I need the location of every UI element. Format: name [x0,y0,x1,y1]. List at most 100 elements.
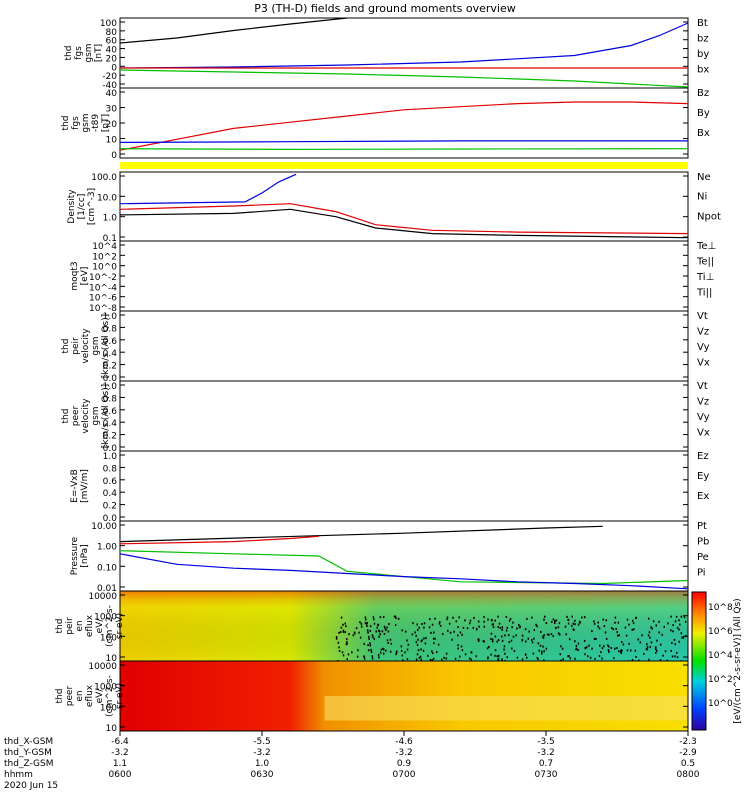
heatmap-speckle [538,649,541,652]
heatmap-speckle [457,634,459,637]
y-tick-label: 10.00 [91,522,117,532]
heatmap-speckle [370,650,373,653]
heatmap-speckle [567,655,569,658]
y-tick-label: 1.0 [103,214,118,224]
heatmap-speckle [434,637,436,640]
heatmap-speckle [526,617,528,620]
heatmap-speckle [424,642,427,645]
heatmap-speckle [487,618,489,621]
heatmap-speckle [674,643,676,646]
y-axis-label-line: [1/cc] [77,194,87,220]
heatmap-speckle [378,629,380,632]
heatmap-speckle [415,634,417,637]
heatmap-speckle [646,643,648,646]
heatmap-speckle [519,625,521,628]
heatmap-speckle [506,656,509,659]
heatmap-speckle [429,618,431,621]
heatmap-speckle [338,631,340,634]
heatmap-speckle [652,620,655,623]
heatmap-speckle [512,635,515,638]
heatmap-speckle [373,618,375,621]
heatmap-speckle [574,640,576,643]
heatmap-speckle [598,627,601,630]
legend-vz: Vz [697,397,709,408]
y-tick-label: 10^2 [92,252,117,262]
heatmap-speckle [557,632,560,635]
y-axis-label-line: eflux [85,614,95,637]
heatmap-speckle [635,616,637,619]
y-axis-label-line: peir [71,337,81,355]
heatmap-speckle [591,630,593,633]
heatmap-speckle [670,615,672,618]
y-axis-label: thd fgs gsm -t89 [nT] [61,113,111,132]
heatmap-speckle [684,620,687,623]
y-tick-label: -20 [102,72,117,82]
heatmap-speckle [433,642,435,645]
y-axis-label: thd peer velocity gsm [km/s (All Qs)] [61,384,111,448]
heatmap-speckle [510,639,513,642]
heatmap-speckle [501,626,504,629]
y-tick-label: 1000 [94,683,117,693]
x-row-value: 0730 [535,770,558,780]
y-axis-label-line: [nPa] [80,544,90,567]
heatmap-speckle [395,651,398,654]
panel-temperature: 10^410^210^010^-210^-410^-610^-8 moqt3 [eV… [70,240,716,314]
heatmap-speckle [360,625,363,628]
y-tick-label: 10^-8 [89,304,117,314]
heatmap-speckle [414,631,416,634]
heatmap-speckle [551,620,553,623]
series-pb [119,535,319,545]
series-bx [119,22,689,69]
heatmap-speckle [613,657,615,660]
y-tick-label: 0 [111,63,117,73]
y-tick-label: 10 [106,654,118,664]
heatmap-speckle [464,619,466,622]
heatmap-speckle [376,626,379,629]
heatmap-speckle [348,633,350,636]
colorbar-tick-label: 10^4 [708,651,733,661]
heatmap-speckle [555,619,558,622]
heatmap-speckle [475,655,478,658]
heatmap-speckle [545,647,548,650]
series-pe [119,550,689,585]
x-axis-group: thd_X-GSM -6.4 -5.5 -4.6 -3.5 -2.3 thd_Y-GSM -3… [4,731,700,791]
heatmap-speckle [545,622,548,625]
heatmap-speckle [566,615,568,618]
heatmap-speckle [583,639,586,642]
heatmap-speckle [608,650,610,653]
legend-vx: Vx [697,358,710,369]
heatmap-speckle [346,638,348,641]
heatmap-speckle [635,655,637,658]
heatmap-speckle [373,622,376,625]
y-axis-label-line: velocity [81,398,91,434]
x-axis-date: 2020 Jun 15 [4,781,58,791]
heatmap-speckle [446,616,449,619]
heatmap-speckle [385,629,387,632]
x-row-label: thd_X-GSM [4,737,53,747]
heatmap-speckle [536,625,538,628]
heatmap-speckle [494,649,497,652]
heatmap-speckle [679,623,681,626]
heatmap-speckle [431,659,434,662]
y-tick-label: 10000 [88,662,117,672]
heatmap-speckle [358,631,360,634]
y-axis-label-line: gsm [81,113,91,132]
heatmap-speckle [501,658,503,661]
heatmap-speckle [380,648,383,651]
panel-pressure: 10.00 1.00 0.10 0.01 Pressure [nPa] Pt Pb Pe Pi [70,520,709,594]
y-tick-label: 0.8 [103,324,118,334]
heatmap-speckle [671,655,674,658]
colorbar-scale [691,591,707,731]
heatmap-speckle [385,649,387,652]
heatmap-speckle [416,628,419,631]
heatmap-speckle [339,630,342,633]
heatmap-speckle [649,636,651,639]
heatmap-speckle [387,630,390,633]
heatmap-speckle [428,626,431,629]
heatmap-speckle [513,650,516,653]
heatmap-speckle [612,628,615,631]
y-tick-label: -40 [102,81,117,91]
legend-bz: bz [697,34,709,45]
heatmap-speckle [619,650,622,653]
heatmap-speckle [521,658,524,661]
